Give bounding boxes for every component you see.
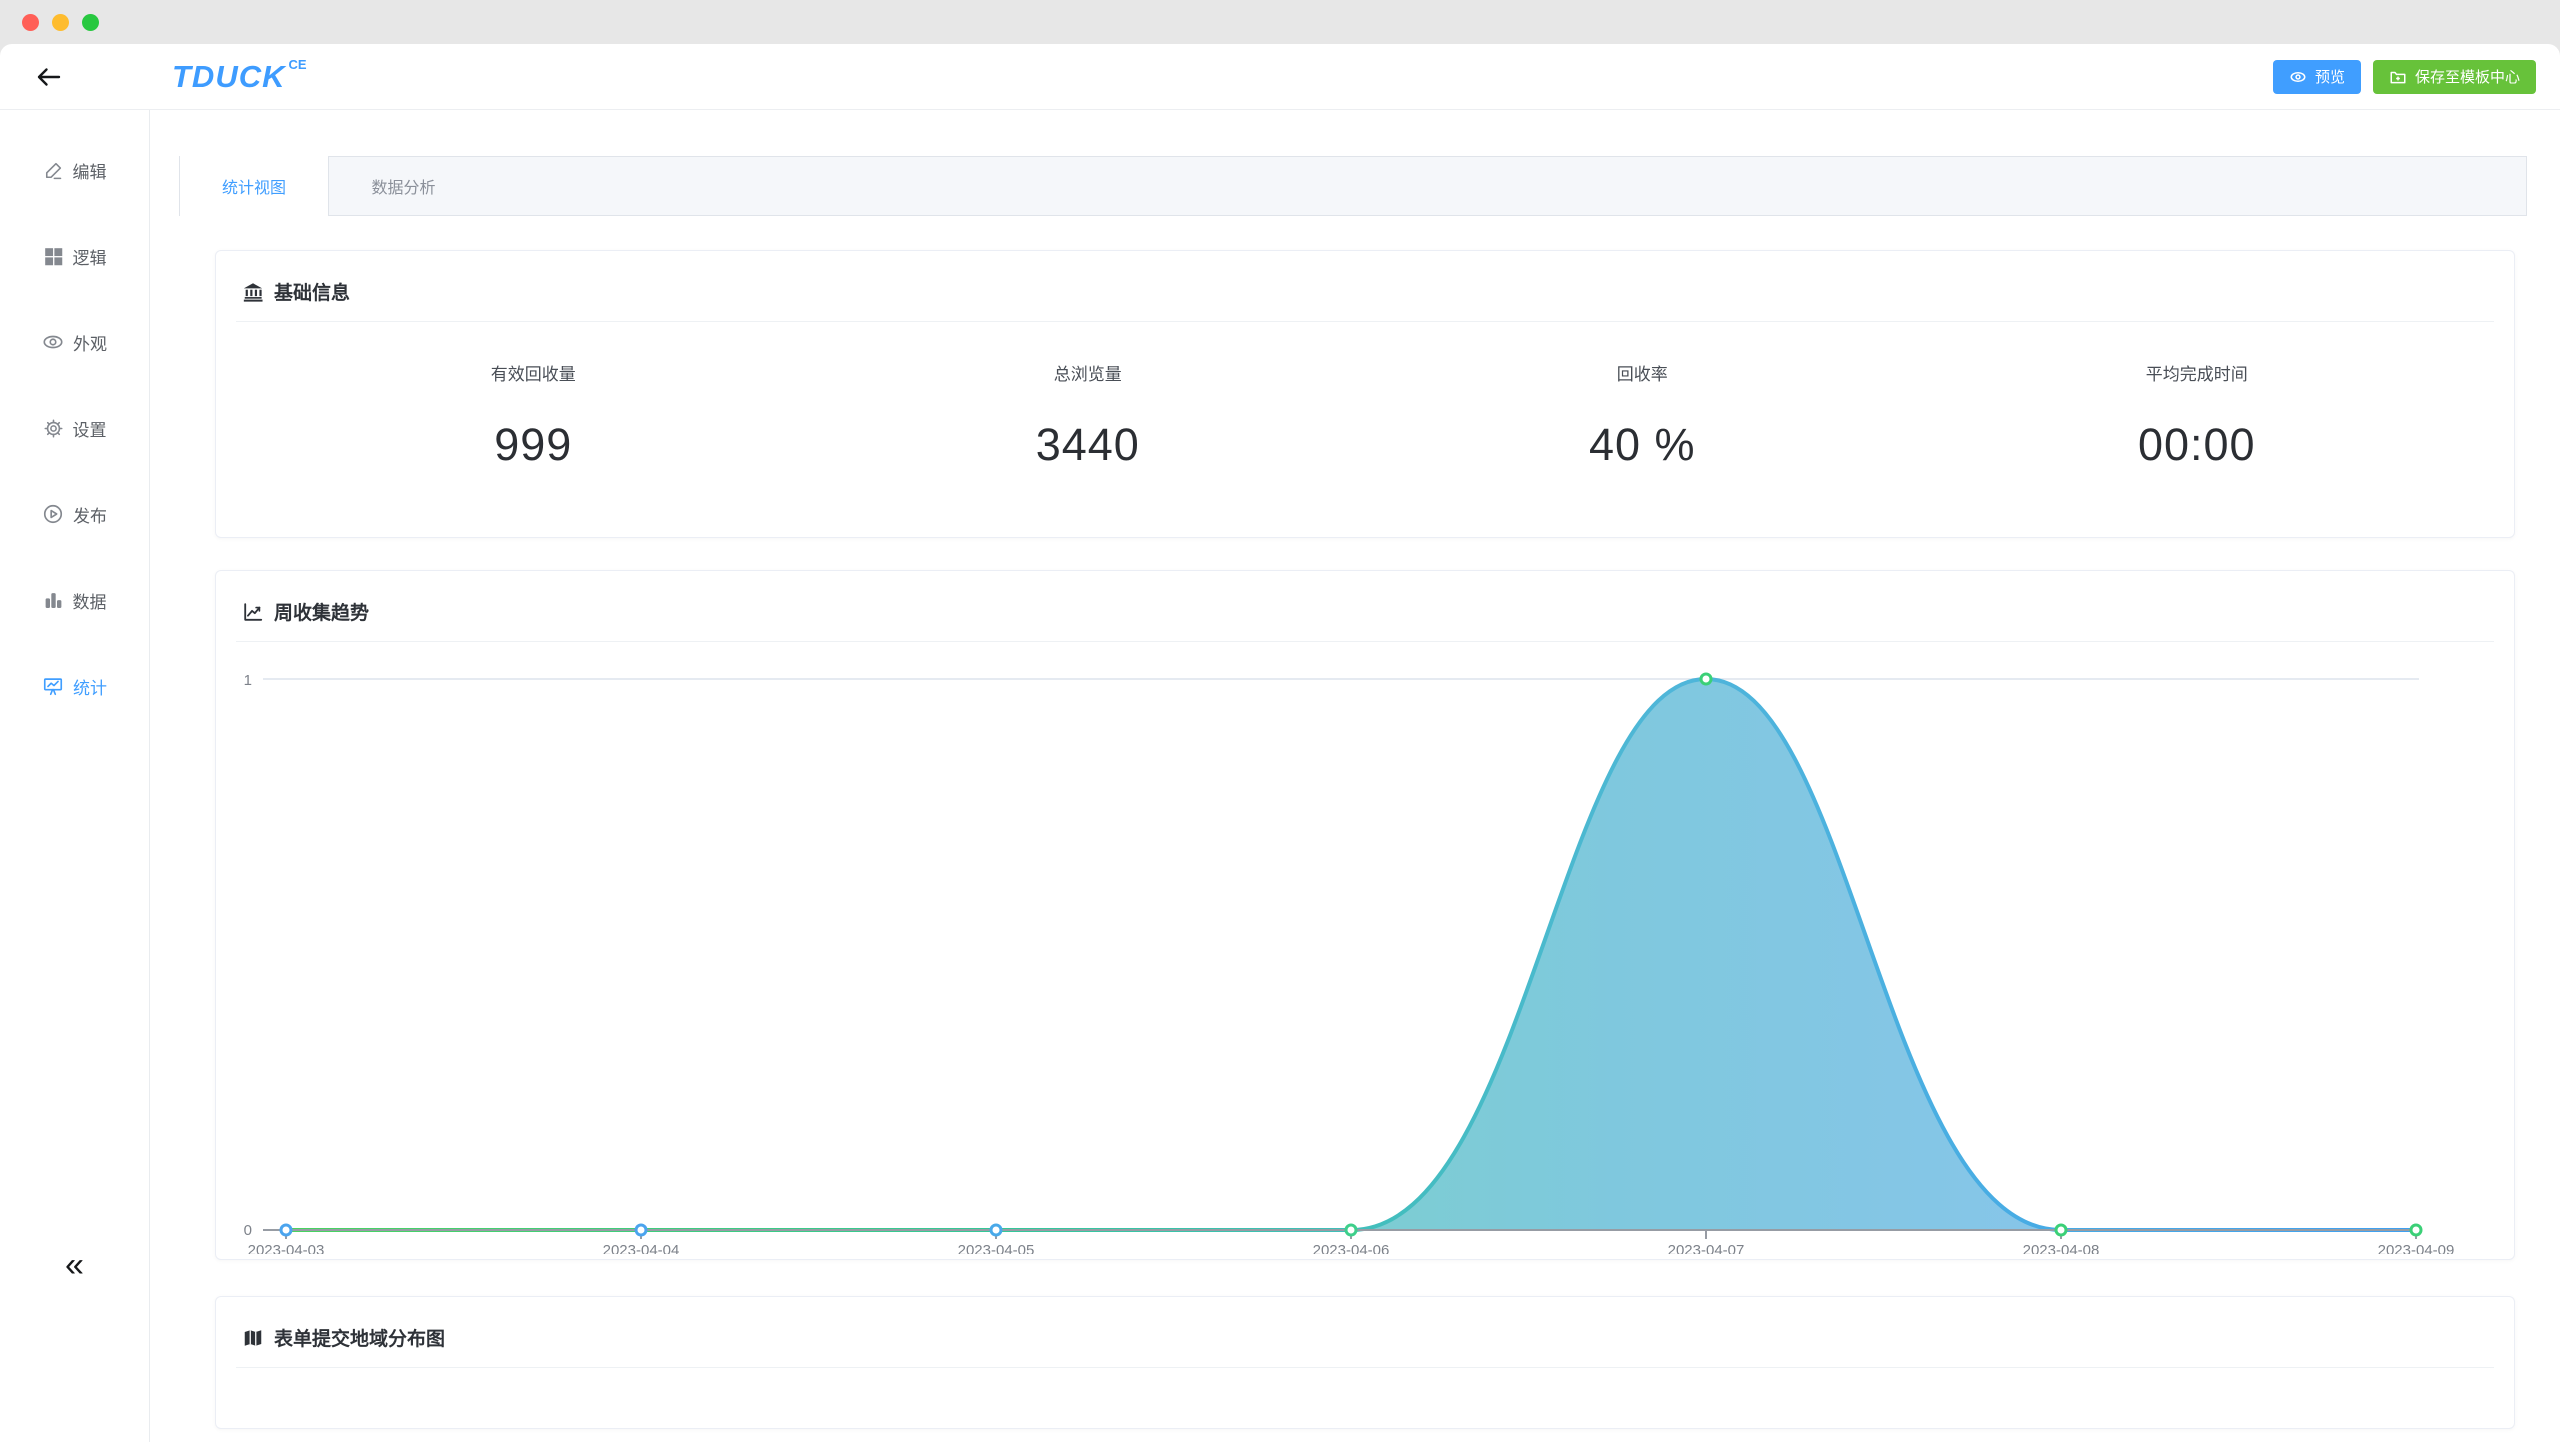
region-map-card-header: 表单提交地域分布图: [236, 1297, 2494, 1368]
y-axis-tick-0: 0: [244, 1222, 252, 1239]
tab-data-analysis[interactable]: 数据分析: [371, 180, 436, 197]
bank-icon: [243, 282, 263, 302]
stat-label: 总浏览量: [1053, 365, 1122, 384]
trend-line: [284, 676, 2418, 1232]
stat-valid-responses: 有效回收量 999: [256, 360, 811, 471]
sidebar-collapse-button[interactable]: «: [65, 1246, 84, 1284]
gear-icon: [43, 418, 63, 438]
eye-icon: [43, 335, 63, 349]
save-to-template-button[interactable]: 保存至模板中心: [2372, 59, 2536, 94]
marker-2023-04-06[interactable]: [1344, 1223, 1358, 1237]
close-window-button[interactable]: [22, 13, 39, 31]
back-button[interactable]: [30, 59, 66, 95]
trend-chart-svg: 1 0: [244, 672, 2455, 1259]
stat-value: 3440: [1035, 419, 1140, 470]
window-controls: [22, 13, 99, 31]
stat-avg-completion-time: 平均完成时间 00:00: [1920, 360, 2475, 471]
stat-label: 回收率: [1616, 365, 1668, 384]
sidebar-item-appearance[interactable]: 外观: [0, 299, 149, 385]
basic-info-card: 基础信息 有效回收量 999 总浏览量 3440 回收率: [215, 250, 2515, 538]
logo-text: TDUCK: [172, 58, 286, 94]
sidebar-item-label: 外观: [73, 334, 107, 354]
chart-board-icon: [43, 678, 63, 696]
sidebar-item-label: 逻辑: [72, 248, 107, 268]
sidebar-item-publish[interactable]: 发布: [0, 471, 149, 557]
sidebar-item-label: 统计: [73, 678, 107, 698]
sidebar-item-label: 设置: [72, 420, 107, 440]
data-point-markers: [279, 672, 2423, 1237]
marker-2023-04-09[interactable]: [2409, 1223, 2423, 1237]
save-button-label: 保存至模板中心: [2414, 69, 2520, 86]
basic-info-card-header: 基础信息: [236, 251, 2494, 322]
region-map-title: 表单提交地域分布图: [274, 1329, 446, 1350]
stat-value: 40 %: [1588, 419, 1696, 470]
stat-label: 平均完成时间: [2145, 365, 2248, 384]
x-tick-label: 2023-04-08: [2023, 1242, 2100, 1254]
stats-grid: 有效回收量 999 总浏览量 3440 回收率 40 % 平均完成时间: [216, 322, 2514, 537]
app-header: TDUCK CE 预览 保存至模板中心: [0, 44, 2560, 110]
statistics-pane: 基础信息 有效回收量 999 总浏览量 3440 回收率: [179, 216, 2527, 1429]
stat-total-views: 总浏览量 3440: [811, 360, 1366, 471]
stat-value: 00:00: [2137, 419, 2256, 470]
weekly-trend-card: 周收集趋势: [215, 570, 2515, 1260]
x-axis-labels: 2023-04-03 2023-04-04 2023-04-05 2023-04…: [248, 1242, 2455, 1259]
app-logo: TDUCK CE: [172, 56, 307, 95]
main-content: 统计视图 数据分析 基础信息: [150, 110, 2560, 1442]
stat-label: 有效回收量: [490, 365, 576, 384]
bar-chart-icon: [45, 592, 61, 608]
preview-button-label: 预览: [2314, 69, 2345, 86]
region-map-body: [216, 1368, 2514, 1428]
stat-response-rate: 回收率 40 %: [1365, 360, 1920, 471]
x-tick-label: 2023-04-09: [2378, 1242, 2455, 1254]
x-tick-label: 2023-04-05: [958, 1242, 1035, 1254]
sidebar-item-data[interactable]: 数据: [0, 557, 149, 643]
weekly-trend-title: 周收集趋势: [274, 603, 370, 624]
play-circle-icon: [43, 504, 63, 524]
grid-icon: [44, 247, 62, 265]
tab-bar: 统计视图 数据分析: [179, 156, 2527, 216]
weekly-trend-card-header: 周收集趋势: [236, 571, 2494, 642]
folder-save-icon: [2390, 71, 2406, 83]
eye-icon: [2290, 71, 2306, 82]
sidebar-item-label: 发布: [73, 506, 107, 526]
map-icon: [244, 1329, 262, 1346]
sidebar-item-label: 数据: [72, 592, 107, 612]
logo-edition: CE: [288, 56, 307, 72]
x-tick-label: 2023-04-06: [1313, 1242, 1390, 1254]
stat-value: 999: [494, 419, 573, 470]
preview-button[interactable]: 预览: [2272, 59, 2361, 94]
marker-2023-04-04[interactable]: [634, 1223, 648, 1237]
sidebar-item-label: 编辑: [72, 162, 107, 182]
pencil-icon: [45, 162, 61, 179]
region-map-card: 表单提交地域分布图: [215, 1296, 2515, 1429]
basic-info-title: 基础信息: [274, 283, 351, 304]
marker-2023-04-08[interactable]: [2054, 1223, 2068, 1237]
sidebar-item-statistics[interactable]: 统计: [0, 643, 149, 729]
arrow-left-icon: [37, 67, 61, 86]
x-tick-label: 2023-04-07: [1668, 1242, 1745, 1254]
sidebar-item-edit[interactable]: 编辑: [0, 127, 149, 213]
minimize-window-button[interactable]: [52, 13, 69, 31]
window-titlebar: [0, 0, 2560, 44]
app-window: TDUCK CE 预览 保存至模板中心 编辑: [0, 44, 2560, 1442]
sidebar-item-settings[interactable]: 设置: [0, 385, 149, 471]
sidebar: 编辑 逻辑 外观 设置: [0, 110, 150, 1442]
marker-2023-04-05[interactable]: [989, 1223, 1003, 1237]
trend-line-icon: [244, 602, 263, 621]
marker-2023-04-07[interactable]: [1699, 672, 1713, 686]
trend-chart[interactable]: 1 0: [216, 642, 2514, 1259]
zoom-window-button[interactable]: [82, 13, 99, 31]
trend-area: [286, 679, 2416, 1230]
x-tick-label: 2023-04-03: [248, 1242, 325, 1254]
tab-statistics-view[interactable]: 统计视图: [180, 156, 329, 216]
x-tick-label: 2023-04-04: [603, 1242, 680, 1254]
sidebar-item-logic[interactable]: 逻辑: [0, 213, 149, 299]
marker-2023-04-03[interactable]: [279, 1223, 293, 1237]
y-axis-tick-1: 1: [244, 672, 252, 689]
